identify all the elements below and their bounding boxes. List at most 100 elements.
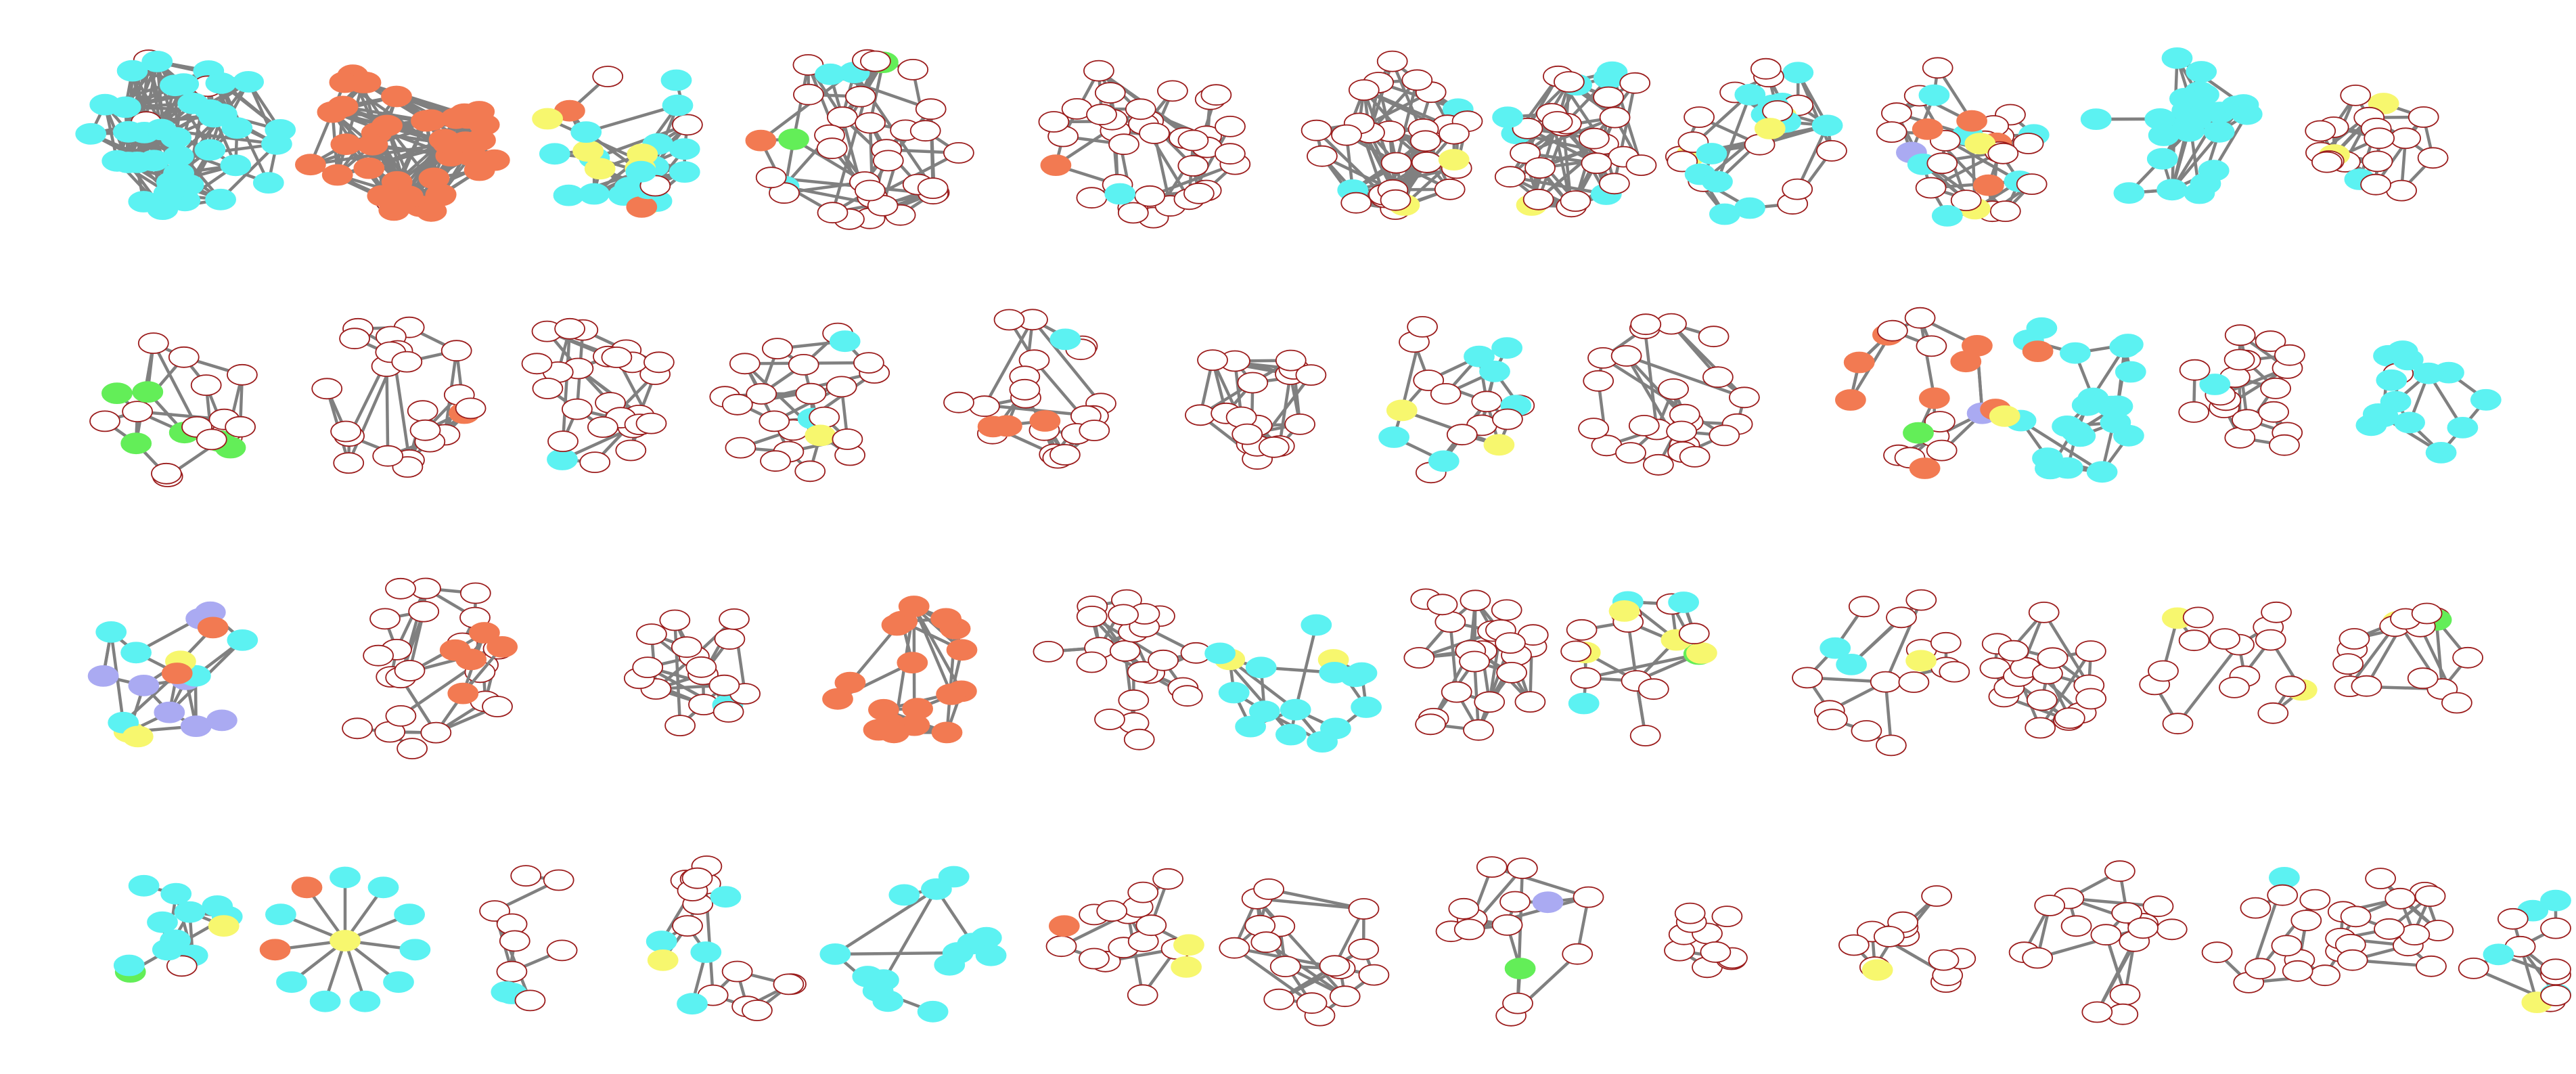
graph-edge — [219, 142, 279, 202]
graph-node — [1570, 667, 1602, 689]
graph-node — [1928, 949, 1960, 971]
graph-node — [1709, 203, 1740, 225]
graph-edge — [1643, 327, 1658, 431]
graph-node — [1083, 60, 1114, 82]
graph-node — [1348, 79, 1380, 101]
graph-node — [669, 161, 700, 183]
graph-node — [635, 412, 667, 434]
graph-node — [546, 939, 578, 962]
graph-node — [1263, 988, 1295, 1010]
graph-node — [1666, 420, 1698, 443]
network-graph — [822, 596, 978, 744]
graph-node — [1409, 130, 1441, 152]
graph-node — [1295, 364, 1327, 386]
network-graph — [532, 66, 703, 218]
graph-node — [721, 960, 753, 983]
graph-node — [969, 395, 1000, 418]
graph-node — [1415, 713, 1447, 736]
graph-node — [868, 969, 899, 991]
graph-node — [659, 609, 691, 631]
graph-node — [1532, 891, 1564, 914]
graph-node — [897, 652, 928, 674]
graph-node — [202, 895, 233, 917]
graph-node — [397, 738, 428, 759]
network-graph — [1664, 902, 1748, 979]
graph-node — [2113, 182, 2145, 204]
graph-node — [1615, 442, 1646, 464]
graph-node — [2060, 915, 2092, 937]
graph-node — [150, 462, 182, 485]
graph-node — [1886, 606, 1917, 629]
graph-node — [1522, 188, 1554, 210]
graph-node — [1459, 650, 1491, 673]
graph-node — [532, 108, 563, 130]
graph-node — [554, 317, 585, 340]
graph-node — [371, 114, 403, 137]
graph-node — [888, 884, 920, 906]
graph-node — [1578, 127, 1610, 150]
graph-node — [664, 715, 696, 736]
graph-node — [1094, 709, 1125, 730]
graph-node — [1926, 152, 1958, 175]
graph-node — [1596, 61, 1628, 83]
graph-node — [1439, 122, 1470, 145]
graph-node — [1494, 166, 1526, 188]
graph-node — [394, 903, 425, 926]
graph-node — [1876, 319, 1908, 342]
graph-node — [1284, 413, 1315, 435]
graph-edge — [831, 60, 878, 215]
graph-node — [1380, 189, 1411, 211]
graph-node — [1269, 956, 1301, 977]
graph-node — [2026, 317, 2058, 339]
graph-node — [725, 437, 756, 459]
graph-node — [330, 420, 362, 443]
graph-node — [261, 133, 292, 155]
graph-node — [152, 939, 183, 961]
graph-edge — [1918, 316, 1937, 400]
network-graph — [311, 316, 487, 478]
graph-edge — [1395, 79, 1419, 164]
graph-node — [746, 383, 777, 405]
graph-node — [2255, 629, 2286, 651]
graph-node — [1378, 426, 1410, 448]
graph-node — [2022, 947, 2054, 969]
graph-node — [112, 120, 144, 143]
graph-node — [1460, 589, 1491, 612]
network-graph — [1838, 885, 1976, 993]
graph-node — [1177, 155, 1209, 177]
graph-node — [465, 129, 496, 152]
graph-node — [853, 352, 884, 374]
graph-node — [122, 725, 154, 748]
graph-node — [1301, 614, 1332, 636]
graph-node — [2182, 606, 2214, 629]
network-graph — [745, 49, 974, 230]
graph-node — [672, 114, 703, 136]
graph-edge — [2435, 618, 2444, 691]
graph-node — [116, 60, 148, 82]
graph-node — [2034, 895, 2066, 916]
graph-node — [1939, 661, 1970, 683]
graph-node — [1329, 985, 1361, 1008]
network-graph — [1219, 878, 1390, 1027]
graph-node — [2340, 905, 2372, 928]
graph-node — [1253, 878, 1284, 900]
graph-node — [2186, 61, 2217, 83]
graph-node — [160, 882, 192, 905]
graph-node — [2090, 924, 2122, 946]
graph-node — [1258, 436, 1290, 458]
graph-node — [2417, 147, 2449, 169]
graph-edge — [385, 364, 390, 457]
graph-node — [2054, 707, 2085, 729]
graph-node — [2075, 688, 2107, 710]
graph-node — [1491, 599, 1522, 621]
graph-node — [660, 69, 692, 91]
graph-node — [1275, 349, 1307, 372]
graph-node — [2376, 369, 2408, 391]
graph-node — [860, 50, 891, 72]
graph-edge — [593, 123, 690, 160]
graph-node — [1698, 326, 1730, 348]
graph-node — [1502, 992, 1533, 1014]
graph-node — [826, 376, 857, 398]
graph-node — [132, 381, 164, 403]
graph-node — [570, 121, 602, 143]
